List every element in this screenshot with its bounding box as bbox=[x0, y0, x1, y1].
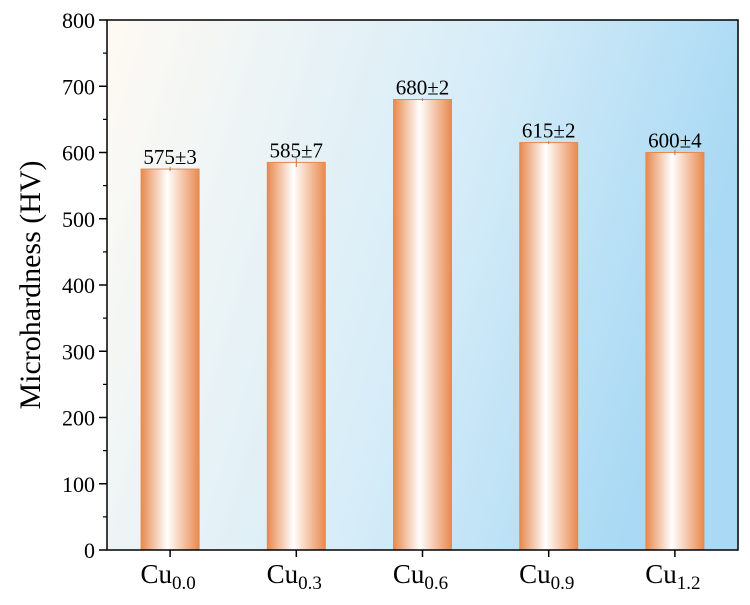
y-tick-label-6: 600 bbox=[62, 141, 95, 166]
x-tick-label-4: Cu1.2 bbox=[645, 559, 700, 594]
bar-4 bbox=[645, 152, 705, 551]
data-label-2: 680±2 bbox=[396, 76, 450, 100]
y-tick-label-8: 800 bbox=[62, 8, 95, 33]
x-tick-label-0: Cu0.0 bbox=[140, 559, 195, 594]
x-tick-label-3: Cu0.9 bbox=[519, 559, 574, 594]
y-tick-label-3: 300 bbox=[62, 339, 95, 364]
data-label-1: 585±7 bbox=[270, 138, 324, 162]
data-label-4: 600±4 bbox=[648, 129, 702, 153]
data-label-3: 615±2 bbox=[522, 119, 576, 143]
bar-1 bbox=[266, 161, 326, 551]
y-tick-label-5: 500 bbox=[62, 207, 95, 232]
bar-0 bbox=[140, 168, 200, 551]
y-tick-label-7: 700 bbox=[62, 74, 95, 99]
y-axis-title: Microhardness (HV) bbox=[14, 160, 47, 409]
x-tick-label-1: Cu0.3 bbox=[267, 559, 322, 594]
y-tick-label-0: 0 bbox=[84, 538, 95, 563]
y-tick-label-1: 100 bbox=[62, 472, 95, 497]
bar-2 bbox=[393, 99, 452, 551]
data-label-0: 575±3 bbox=[143, 145, 197, 169]
x-tick-label-2: Cu0.6 bbox=[393, 559, 448, 594]
bar-3 bbox=[519, 142, 579, 551]
y-tick-label-4: 400 bbox=[62, 273, 95, 298]
y-tick-label-2: 200 bbox=[62, 406, 95, 431]
